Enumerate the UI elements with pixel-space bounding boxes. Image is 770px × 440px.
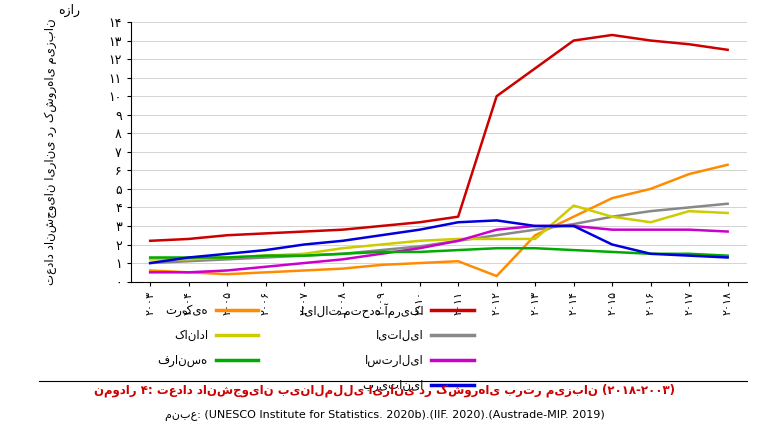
Text: ایتالیا: ایتالیا [376,329,424,342]
Text: فرانسه: فرانسه [158,354,208,367]
Text: منبع: (UNESCO Institute for Statistics. 2020b).(IIF. 2020).(Austrade-MIP. 2019): منبع: (UNESCO Institute for Statistics. … [165,410,605,421]
Text: ایالات متحده آمریکا: ایالات متحده آمریکا [301,303,424,318]
Text: ترکیه: ترکیه [166,304,208,317]
Text: تعداد دانشجویان ایرانی در کشورهای میزبان: تعداد دانشجویان ایرانی در کشورهای میزبان [45,18,57,285]
Text: کانادا: کانادا [174,329,208,342]
Text: بریتانیا: بریتانیا [362,379,424,392]
Text: نمودار ۴: تعداد دانشجویان بینالمللی ایرانی در کشورهای برتر میزبان (۲۰۱۸-۲۰۰۳): نمودار ۴: تعداد دانشجویان بینالمللی ایرا… [95,384,675,397]
Text: هزار: هزار [59,4,80,17]
Text: استرالیا: استرالیا [365,354,424,367]
